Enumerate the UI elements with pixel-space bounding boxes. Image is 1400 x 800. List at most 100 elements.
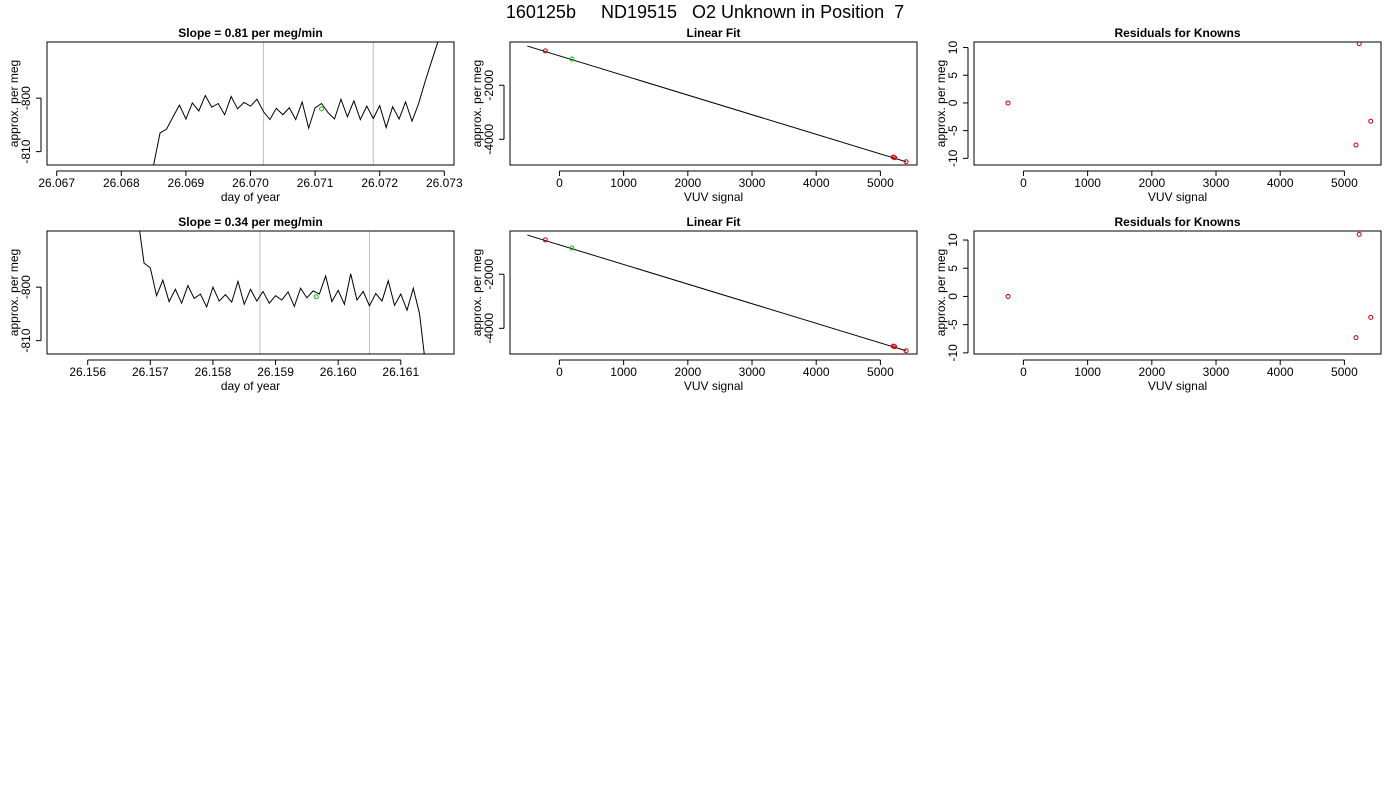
unknown-point [313, 294, 319, 300]
x-tick-label: 26.070 [232, 176, 269, 190]
fit-line [527, 45, 907, 163]
x-tick-label: 26.073 [426, 176, 463, 190]
x-axis-label: VUV signal [1148, 379, 1207, 393]
x-tick-label: 2000 [1138, 365, 1165, 379]
x-tick-label: 5000 [867, 365, 894, 379]
plot-area [527, 234, 909, 354]
unknown-point [319, 106, 325, 112]
plot-frame [973, 230, 1382, 355]
x-tick-label: 5000 [1331, 176, 1358, 190]
known-point [542, 48, 548, 54]
panel-title: Linear Fit [686, 26, 740, 40]
y-axis: 10 5 0 -5 -10 [946, 233, 969, 362]
y-tick-label: -810 [19, 139, 33, 163]
known-point [1368, 118, 1374, 124]
x-tick-label: 5000 [1331, 365, 1358, 379]
x-tick-label: 26.160 [320, 365, 357, 379]
x-axis: 0 1000 2000 3000 4000 5000 [1020, 170, 1358, 190]
x-tick-label: 3000 [1203, 365, 1230, 379]
x-tick-label: 1000 [1074, 176, 1101, 190]
plot-frame [509, 41, 918, 166]
plot-frame [973, 41, 1382, 166]
fit-line [527, 234, 907, 352]
x-tick-label: 26.069 [168, 176, 205, 190]
x-tick-label: 26.068 [103, 176, 140, 190]
series-line [139, 231, 425, 354]
y-tick-label: -4000 [482, 124, 496, 155]
x-tick-label: 26.161 [382, 365, 419, 379]
x-tick-label: 3000 [1203, 176, 1230, 190]
series-line [153, 42, 439, 165]
y-axis: 10 5 0 -5 -10 [946, 41, 969, 167]
known-point [1353, 335, 1359, 341]
x-axis: 0 1000 2000 3000 4000 5000 [556, 170, 894, 190]
y-axis-label: approx. per meg [470, 249, 484, 336]
panel-title: Slope = 0.34 per meg/min [178, 215, 322, 229]
known-point [1356, 231, 1362, 237]
x-tick-label: 26.156 [69, 365, 106, 379]
chart-panel-5: Linear Fit 0 1000 2000 3000 4000 5000 VUV signa… [470, 215, 918, 393]
panel-title: Linear Fit [686, 215, 740, 229]
y-tick-label: -800 [19, 275, 33, 299]
y-tick-label: -10 [946, 344, 960, 362]
y-axis-label: approx. per meg [934, 249, 948, 336]
x-axis-label: VUV signal [1148, 190, 1207, 204]
x-tick-label: 26.159 [257, 365, 294, 379]
x-axis: 26.156 26.157 26.158 26.159 26.160 26.161 [69, 359, 419, 379]
y-axis: -800 -810 [19, 275, 42, 353]
plot-area [153, 42, 439, 165]
y-axis-label: approx. per meg [470, 60, 484, 147]
panel-title: Residuals for Knowns [1114, 215, 1240, 229]
y-tick-label: -800 [19, 86, 33, 110]
x-tick-label: 26.067 [38, 176, 75, 190]
x-tick-label: 1000 [610, 176, 637, 190]
y-tick-label: 5 [946, 72, 960, 79]
x-tick-label: 1000 [610, 365, 637, 379]
unknown-point [569, 245, 575, 251]
y-axis: -2000 -4000 [482, 259, 505, 344]
y-axis: -800 -810 [19, 86, 42, 164]
known-point [542, 237, 548, 243]
known-point [1353, 142, 1359, 148]
y-tick-label: -5 [946, 125, 960, 136]
x-axis: 26.067 26.068 26.069 26.070 26.071 26.072 26.0… [38, 170, 463, 190]
x-tick-label: 3000 [739, 176, 766, 190]
x-axis: 0 1000 2000 3000 4000 5000 [1020, 359, 1358, 379]
y-tick-label: 10 [946, 41, 960, 55]
x-tick-label: 26.158 [195, 365, 232, 379]
x-tick-label: 4000 [803, 176, 830, 190]
panel-title: Slope = 0.81 per meg/min [178, 26, 322, 40]
x-tick-label: 3000 [739, 365, 766, 379]
y-tick-label: -4000 [482, 313, 496, 344]
known-point [892, 155, 898, 161]
y-axis: -2000 -4000 [482, 70, 505, 155]
y-tick-label: 0 [946, 293, 960, 300]
plot-frame [509, 230, 918, 355]
plot-area [527, 45, 909, 165]
x-axis-label: VUV signal [684, 379, 743, 393]
y-tick-label: 5 [946, 265, 960, 272]
y-tick-label: -2000 [482, 259, 496, 290]
plot-area [1005, 42, 1374, 148]
known-point [1005, 100, 1011, 106]
x-tick-label: 4000 [1267, 176, 1294, 190]
y-axis-label: approx. per meg [934, 60, 948, 147]
x-tick-label: 4000 [803, 365, 830, 379]
known-point [1368, 314, 1374, 320]
plot-frame [46, 41, 455, 166]
x-axis: 0 1000 2000 3000 4000 5000 [556, 359, 894, 379]
x-tick-label: 2000 [674, 365, 701, 379]
x-axis-label: day of year [221, 379, 280, 393]
x-tick-label: 0 [556, 365, 563, 379]
x-tick-label: 4000 [1267, 365, 1294, 379]
plot-area [1005, 231, 1374, 341]
chart-panel-2: Linear Fit 0 1000 2000 3000 4000 5000 VUV signa… [470, 26, 918, 204]
x-tick-label: 2000 [1138, 176, 1165, 190]
x-tick-label: 0 [1020, 365, 1027, 379]
x-tick-label: 26.072 [361, 176, 398, 190]
